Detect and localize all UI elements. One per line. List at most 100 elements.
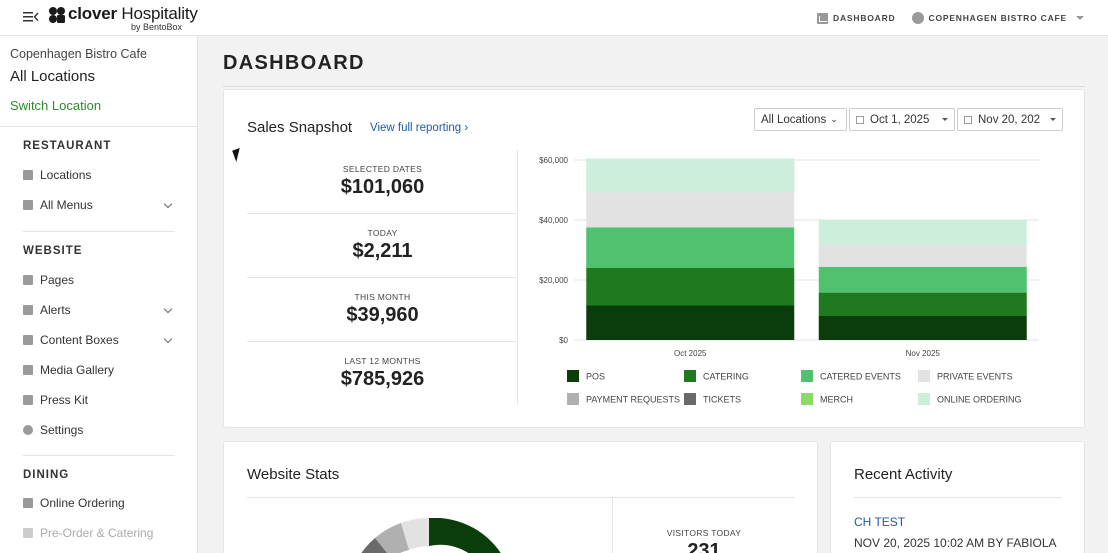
switch-location-link[interactable]: Switch Location [10, 98, 102, 113]
donut-segment-dark-green [429, 518, 501, 553]
gear-icon [23, 425, 33, 435]
start-date-value: Oct 1, 2025 [870, 113, 930, 126]
end-date-picker[interactable]: Nov 20, 202 [957, 108, 1063, 131]
sales-stacked-bar-chart: $0 $20,000 $40,000 $60,000 Oct 2025 Nov 2025 P… [539, 156, 1039, 405]
legend-swatch [918, 370, 930, 382]
start-date-picker[interactable]: Oct 1, 2025 [849, 108, 955, 131]
chevron-down-icon [163, 334, 173, 343]
sidebar-item-label: Settings [40, 423, 84, 437]
page-icon [23, 275, 33, 285]
dashboard-link-label: DASHBOARD [833, 13, 896, 23]
y-tick-label: $20,000 [539, 276, 568, 285]
bar-segment-pos [586, 305, 795, 340]
end-date-value: Nov 20, 202 [978, 113, 1041, 126]
legend-swatch [801, 393, 813, 405]
visitors-today-value: 231 [687, 540, 721, 553]
sales-snapshot-title: Sales Snapshot [247, 119, 353, 136]
sidebar-item-press-kit[interactable]: Press Kit [23, 390, 175, 410]
stat-label: LAST 12 MONTHS [344, 356, 421, 366]
x-tick-label: Nov 2025 [906, 349, 941, 358]
menu-collapse-icon[interactable] [23, 10, 39, 24]
legend-label: TICKETS [703, 395, 741, 405]
chart-icon [817, 12, 829, 24]
stat-value: $2,211 [352, 240, 413, 262]
legend-swatch [567, 370, 579, 382]
location-scope: All Locations [10, 68, 96, 85]
sidebar-item-locations[interactable]: Locations [23, 165, 175, 185]
website-stats-title: Website Stats [247, 466, 340, 483]
sidebar-item-alerts[interactable]: Alerts [23, 300, 175, 320]
account-name: COPENHAGEN BISTRO CAFE [928, 13, 1067, 23]
page-title: DASHBOARD [223, 52, 365, 74]
user-icon [911, 12, 924, 24]
caret-down-icon [942, 118, 948, 121]
legend-swatch [567, 393, 579, 405]
account-menu[interactable]: COPENHAGEN BISTRO CAFE [911, 12, 1084, 24]
legend-label: MERCH [820, 395, 853, 405]
stat-today: TODAY $2,211 [247, 214, 518, 278]
caret-down-icon [1050, 118, 1056, 121]
legend-swatch [918, 393, 930, 405]
stat-value: $39,960 [346, 304, 419, 326]
calendar-icon [964, 115, 972, 124]
sidebar-item-label: Locations [40, 168, 92, 182]
brand-name: clover Hospitality [68, 4, 198, 23]
gallery-icon [23, 365, 33, 375]
title-divider [223, 86, 1085, 87]
stat-last-12-months: LAST 12 MONTHS $785,926 [247, 342, 518, 406]
donut-segment-dark-gray [361, 538, 387, 553]
visitors-donut-chart [361, 518, 501, 553]
sales-filters: All Locations ⌄ Oct 1, 2025 Nov 20, 202 [754, 108, 1065, 131]
recent-activity-title: Recent Activity [854, 466, 953, 483]
y-tick-label: $0 [559, 336, 568, 345]
sidebar-divider [0, 126, 198, 127]
clover-leaf-icon [49, 7, 65, 23]
activity-item-meta: NOV 20, 2025 10:02 AM BY FABIOLA [854, 536, 1057, 550]
sidebar-item-label: Content Boxes [40, 333, 119, 347]
sidebar-item-label: Press Kit [40, 393, 89, 407]
bar-segment-private-events [586, 192, 795, 228]
section-heading-website: WEBSITE [23, 245, 83, 257]
section-heading-restaurant: RESTAURANT [23, 140, 112, 152]
dashboard-link[interactable]: DASHBOARD [817, 12, 896, 24]
card-divider [247, 497, 795, 498]
sidebar-item-media-gallery[interactable]: Media Gallery [23, 360, 175, 380]
stat-value: $785,926 [340, 368, 425, 390]
website-stats-card: Website Stats VISITORS TODAY 231 [223, 441, 818, 553]
bar-segment-catering [586, 268, 795, 306]
alert-icon [23, 305, 33, 315]
stat-label: TODAY [367, 228, 398, 238]
bar-segment-catered-events [818, 266, 1027, 293]
sidebar-item-label: All Menus [40, 198, 93, 212]
stat-label: THIS MONTH [354, 292, 411, 302]
top-right-nav: DASHBOARD COPENHAGEN BISTRO CAFE [817, 0, 1084, 36]
file-icon [23, 395, 33, 405]
sidebar-item-pages[interactable]: Pages [23, 270, 175, 290]
bar-segment-catered-events [586, 227, 795, 268]
sidebar-item-all-menus[interactable]: All Menus [23, 195, 175, 215]
location-filter-value: All Locations [761, 113, 827, 126]
menus-icon [23, 200, 33, 210]
top-bar: clover Hospitality by BentoBox DASHBOARD… [0, 0, 1108, 36]
bag-icon [23, 498, 33, 508]
section-divider [23, 231, 175, 232]
chevron-down-icon [163, 304, 173, 313]
donut-segment-gray [375, 523, 409, 553]
sidebar-item-label: Pages [40, 273, 75, 287]
sidebar-item-pre-order-catering[interactable]: Pre-Order & Catering [23, 523, 175, 543]
utensils-icon [23, 528, 33, 538]
sidebar-item-content-boxes[interactable]: Content Boxes [23, 330, 175, 350]
donut-segment-light-gray [401, 518, 429, 550]
sidebar-item-online-ordering[interactable]: Online Ordering [23, 493, 175, 513]
x-tick-label: Oct 2025 [674, 349, 707, 358]
y-tick-label: $40,000 [539, 216, 568, 225]
sales-stats: SELECTED DATES $101,060 TODAY $2,211 THI… [247, 150, 518, 405]
chevron-down-icon [163, 199, 173, 208]
sidebar-item-settings[interactable]: Settings [23, 420, 175, 440]
location-filter-select[interactable]: All Locations ⌄ [754, 108, 847, 131]
card-vertical-divider [612, 498, 613, 553]
stat-selected-dates: SELECTED DATES $101,060 [247, 150, 518, 214]
activity-item-link[interactable]: CH TEST [854, 515, 906, 529]
view-full-reporting-link[interactable]: View full reporting › [370, 122, 469, 134]
sidebar-item-label: Online Ordering [40, 496, 125, 510]
